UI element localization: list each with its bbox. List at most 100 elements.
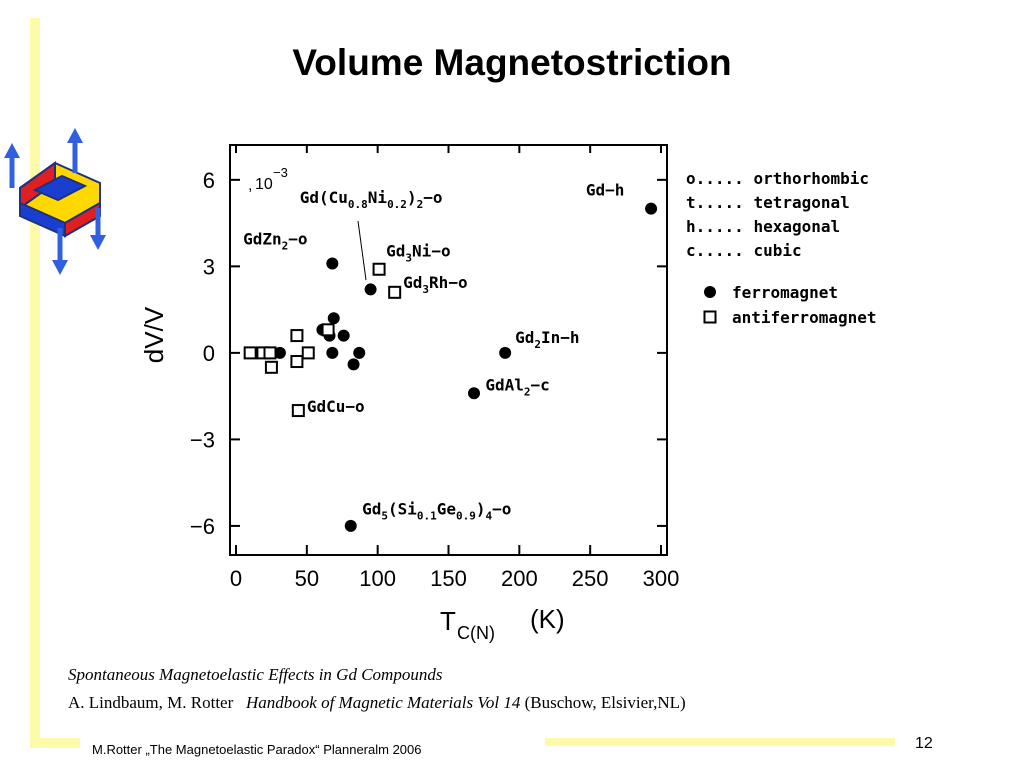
legend-structure-entry: t..... tetragonal bbox=[686, 193, 850, 212]
caption-book: Handbook of Magnetic Materials Vol 14 bbox=[246, 693, 521, 712]
annotation-part: −o bbox=[423, 188, 442, 207]
x-tick-label: 0 bbox=[230, 566, 242, 591]
point-annotation: Gd3Ni−o bbox=[386, 241, 450, 264]
point-annotation: Gd−h bbox=[586, 181, 625, 200]
antiferromagnet-point bbox=[290, 355, 304, 369]
caption-reference: A. Lindbaum, M. Rotter Handbook of Magne… bbox=[68, 693, 686, 713]
x-tick-label: 250 bbox=[572, 566, 609, 591]
annotation-part: 4 bbox=[486, 509, 493, 522]
annotation-part: −o bbox=[288, 230, 307, 249]
annotation-part: ) bbox=[407, 188, 417, 207]
legend-antiferromagnet-marker bbox=[703, 310, 717, 324]
accent-bar-horizontal bbox=[30, 738, 80, 748]
antiferromagnet-point bbox=[264, 360, 278, 374]
point-annotation: Gd2In−h bbox=[515, 328, 579, 351]
antiferromagnet-point bbox=[291, 404, 305, 418]
ferromagnet-point bbox=[326, 257, 339, 270]
antiferromagnet-point bbox=[290, 329, 304, 343]
point-annotation: GdZn2−o bbox=[243, 230, 307, 253]
annotation-part: 2 bbox=[417, 198, 424, 211]
annotation-part: 2 bbox=[282, 240, 289, 253]
annotation-part: (Si bbox=[388, 499, 417, 518]
legend-key: o bbox=[686, 169, 696, 188]
annotation-part: 3 bbox=[405, 251, 412, 264]
legend-structure-entry: h..... hexagonal bbox=[686, 217, 840, 236]
x-axis-label-sub: C(N) bbox=[457, 623, 495, 643]
ferromagnet-point bbox=[353, 346, 366, 359]
y-axis-label: dV/V bbox=[139, 306, 169, 363]
accent-bar-vertical bbox=[30, 18, 40, 746]
annotation-part: Ni bbox=[368, 188, 388, 207]
legend-magnetism-label: antiferromagnet bbox=[732, 308, 877, 327]
x-tick-label: 200 bbox=[501, 566, 538, 591]
y-tick-label: 0 bbox=[203, 341, 215, 366]
x-axis-label: T C(N) (K) bbox=[440, 604, 565, 643]
legend-dots: ..... bbox=[696, 241, 754, 260]
annotation-part: 0.8 bbox=[348, 198, 368, 211]
annotation-part: GdCu−o bbox=[307, 397, 365, 416]
antiferromagnet-point bbox=[321, 323, 335, 337]
point-annotation: GdCu−o bbox=[307, 397, 365, 416]
annotation-part: Gd bbox=[515, 328, 534, 347]
legend-ferromagnet-marker bbox=[704, 286, 716, 298]
annotation-part: Gd bbox=[403, 273, 422, 292]
annotation-part: Ge bbox=[437, 499, 456, 518]
y-multiplier: , 10 −3 bbox=[248, 165, 288, 194]
ferromagnet-point bbox=[337, 329, 350, 342]
legend-structure-entry: o..... orthorhombic bbox=[686, 169, 869, 188]
x-axis-label-unit: (K) bbox=[530, 604, 565, 634]
annotation-part: −o bbox=[492, 499, 511, 518]
legend-structure-entry: c..... cubic bbox=[686, 241, 802, 260]
y-tick-label: 6 bbox=[203, 168, 215, 193]
annotation-part: Ni−o bbox=[412, 241, 451, 260]
series bbox=[243, 202, 658, 532]
x-ticks: 0 50 100 150 200 250 300 bbox=[230, 145, 679, 591]
annotation-pointer-line bbox=[357, 220, 367, 281]
annotations: Gd(Cu0.8Ni0.2)2−oGdZn2−oGd3Ni−oGd3Rh−oGd… bbox=[243, 181, 624, 523]
annotation-part: Gd bbox=[386, 241, 405, 260]
annotation-part: −c bbox=[530, 375, 549, 394]
antiferromagnet-point bbox=[372, 262, 386, 276]
point-annotation: Gd(Cu0.8Ni0.2)2−o bbox=[300, 188, 443, 211]
caption-publisher: (Buschow, Elsivier,NL) bbox=[524, 693, 686, 712]
annotation-part: 0.1 bbox=[417, 509, 437, 522]
annotation-part: 2 bbox=[534, 338, 541, 351]
annotation-part: In−h bbox=[541, 328, 580, 347]
annotation-part: Rh−o bbox=[429, 273, 468, 292]
y-multiplier-exponent: −3 bbox=[273, 165, 288, 180]
legend-structure: o..... orthorhombic t..... tetragonal h...… bbox=[686, 169, 869, 260]
legend-dots: ..... bbox=[696, 193, 754, 212]
y-ticks: 6 3 0 −3 −6 bbox=[190, 168, 667, 539]
point-annotation: Gd5(Si0.1Ge0.9)4−o bbox=[362, 499, 511, 522]
ferromagnet-point bbox=[347, 358, 360, 371]
footer-text: M.Rotter „The Magnetoelastic Paradox“ Pl… bbox=[92, 742, 422, 757]
antiferromagnet-point bbox=[243, 346, 257, 360]
plot-frame bbox=[229, 144, 668, 556]
legend-label: tetragonal bbox=[753, 193, 849, 212]
ferromagnet-point bbox=[468, 387, 480, 400]
annotation-part: 0.2 bbox=[387, 198, 407, 211]
annotation-part: Gd−h bbox=[586, 181, 625, 200]
caption-title: Spontaneous Magnetoelastic Effects in Gd… bbox=[68, 665, 443, 684]
legend-dots: ..... bbox=[696, 217, 754, 236]
x-tick-label: 50 bbox=[295, 566, 319, 591]
x-axis-label-main: T bbox=[440, 606, 456, 636]
antiferromagnet-point bbox=[301, 346, 315, 360]
page-number: 12 bbox=[915, 735, 933, 752]
point-annotation: GdAl2−c bbox=[485, 375, 549, 398]
accent-bar-bottom bbox=[545, 738, 895, 746]
ferromagnet-point bbox=[645, 202, 658, 215]
x-tick-label: 300 bbox=[643, 566, 680, 591]
ferromagnet-point bbox=[327, 312, 340, 325]
legend-magnetism-label: ferromagnet bbox=[732, 283, 838, 302]
legend-magnetism: ferromagnet antiferromagnet bbox=[703, 283, 877, 327]
slide-title: Volume Magnetostriction bbox=[292, 42, 732, 83]
legend-key: h bbox=[686, 217, 696, 236]
y-multiplier-base: 10 bbox=[255, 176, 273, 193]
annotation-part: 2 bbox=[524, 385, 531, 398]
y-tick-label: 3 bbox=[203, 254, 215, 279]
legend-key: c bbox=[686, 241, 696, 260]
legend-label: hexagonal bbox=[753, 217, 840, 236]
caption-authors: A. Lindbaum, M. Rotter bbox=[68, 693, 234, 712]
